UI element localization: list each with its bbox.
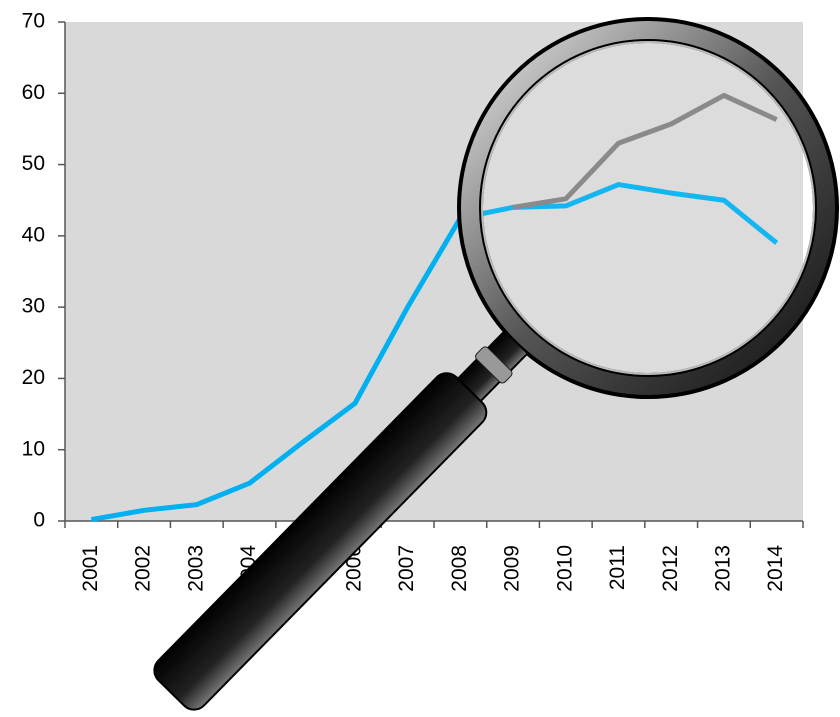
x-tick-label: 2002 <box>132 545 155 592</box>
x-tick-label: 2013 <box>711 545 734 592</box>
y-tick-label: 0 <box>33 509 45 532</box>
x-tick-label: 2001 <box>79 545 102 592</box>
x-tick-label: 2007 <box>395 545 418 592</box>
y-tick-label: 30 <box>22 295 45 318</box>
x-tick-label: 2003 <box>184 545 207 592</box>
y-tick-label: 10 <box>22 437 45 460</box>
handle-grip <box>153 372 488 711</box>
x-tick-label: 2012 <box>659 545 682 592</box>
y-tick-label: 70 <box>22 10 45 33</box>
x-tick-label: 2011 <box>606 545 629 590</box>
series-line <box>512 92 778 210</box>
y-tick-label: 50 <box>22 152 45 175</box>
handle <box>153 329 530 711</box>
y-tick-label: 40 <box>22 223 45 246</box>
y-tick-label: 20 <box>22 366 45 389</box>
x-tick-label: 2014 <box>764 545 787 592</box>
handle-collar <box>475 346 513 384</box>
y-tick-label: 60 <box>22 81 45 104</box>
x-tick-label: 2008 <box>448 545 471 592</box>
lens <box>481 41 815 375</box>
magnifier <box>153 17 839 711</box>
x-tick-label: 2010 <box>553 545 576 592</box>
lens-rim <box>461 21 835 395</box>
x-tick-label: 2009 <box>501 545 524 592</box>
series-line <box>90 182 779 523</box>
